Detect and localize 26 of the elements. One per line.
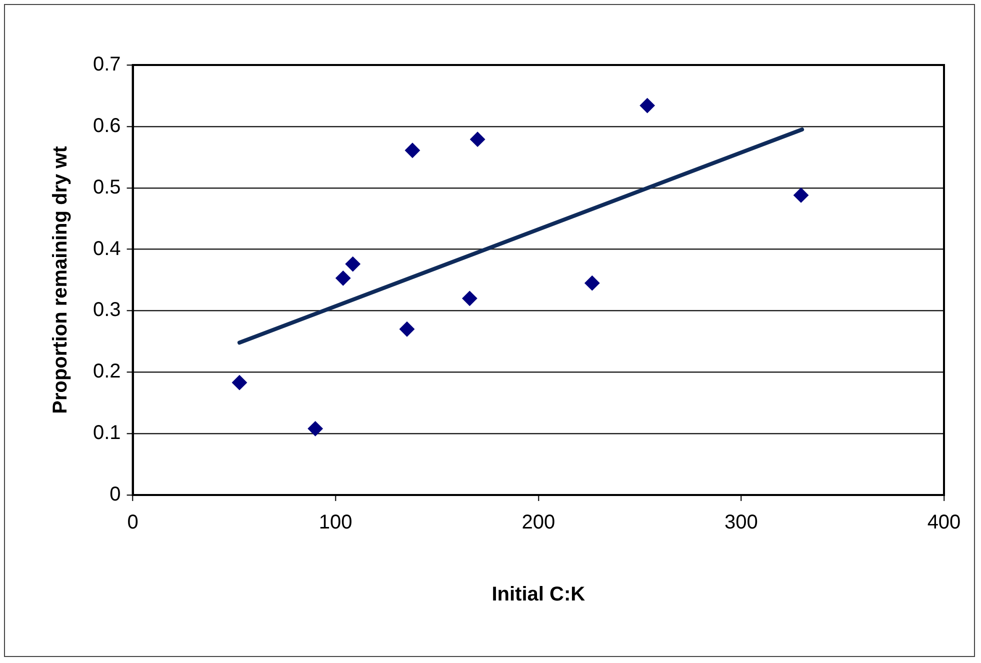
point bbox=[308, 421, 323, 436]
point bbox=[345, 256, 360, 272]
point bbox=[232, 375, 247, 390]
point bbox=[336, 270, 351, 286]
point bbox=[462, 290, 478, 306]
x-axis-title: Initial C:K bbox=[492, 584, 586, 606]
point bbox=[584, 276, 600, 291]
x-tick-label: 0 bbox=[127, 512, 138, 534]
point bbox=[640, 98, 655, 114]
y-tick-label: 0.7 bbox=[92, 54, 121, 76]
y-tick-label: 0 bbox=[110, 484, 121, 506]
y-tick-label: 0.6 bbox=[92, 114, 121, 137]
y-tick-label: 0.2 bbox=[92, 360, 121, 383]
point bbox=[404, 142, 420, 158]
y-tick-label: 0.4 bbox=[92, 238, 121, 260]
x-tick-label: 400 bbox=[927, 512, 961, 534]
y-tick-label: 0.5 bbox=[92, 176, 121, 198]
x-tick-label: 100 bbox=[318, 512, 352, 534]
point bbox=[470, 132, 486, 147]
y-tick-label: 0.3 bbox=[92, 299, 121, 322]
y-axis-title: Proportion remaining dry wt bbox=[50, 146, 72, 414]
point bbox=[794, 188, 809, 203]
y-tick-label: 0.1 bbox=[92, 422, 121, 444]
x-tick-label: 200 bbox=[522, 512, 556, 534]
point bbox=[399, 322, 414, 337]
x-tick-label: 300 bbox=[724, 512, 758, 534]
